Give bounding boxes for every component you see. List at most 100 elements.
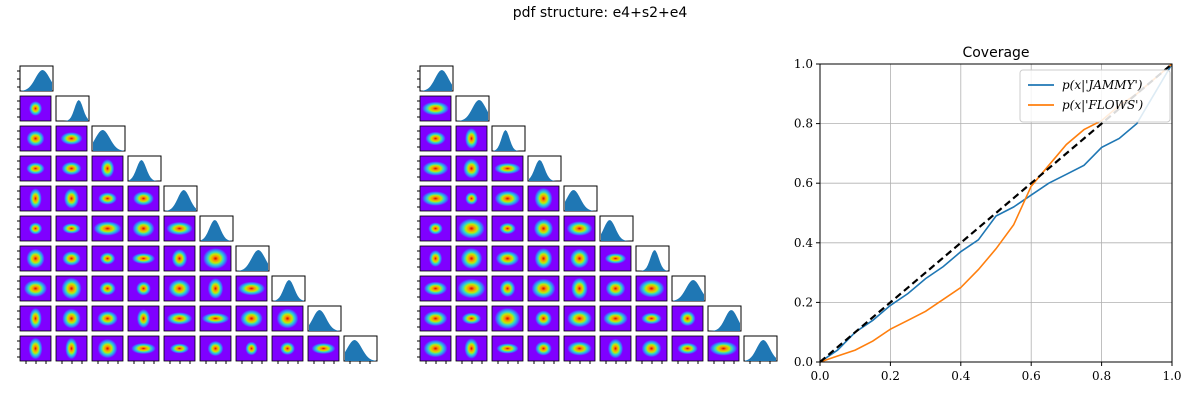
density-blob <box>237 281 266 296</box>
density-blob <box>495 250 520 267</box>
density-blob <box>499 280 516 297</box>
density-blob <box>465 192 478 205</box>
density-blob <box>166 221 193 236</box>
density-blob <box>458 218 485 239</box>
density-blob <box>60 132 83 145</box>
marginal-histogram <box>309 310 340 331</box>
marginal-histogram <box>21 70 52 91</box>
y-tick-label: 0.4 <box>794 236 813 250</box>
density-blob <box>531 278 556 299</box>
density-blob <box>26 130 45 147</box>
density-blob <box>607 338 624 359</box>
density-blob <box>423 339 448 358</box>
density-blob <box>423 310 448 327</box>
density-blob <box>99 252 116 265</box>
density-blob <box>61 277 82 300</box>
density-blob <box>99 281 116 296</box>
marginal-histogram <box>709 310 740 331</box>
marginal-histogram <box>601 220 632 241</box>
legend-box <box>1019 69 1171 123</box>
legend-label: p(x|'FLOWS') <box>1062 98 1143 112</box>
marginal-histogram <box>129 160 160 181</box>
density-blob <box>535 341 552 356</box>
density-blob <box>61 161 82 176</box>
density-blob <box>28 337 43 360</box>
density-blob <box>133 191 154 206</box>
density-panel <box>455 185 488 212</box>
density-blob <box>132 219 155 238</box>
density-blob <box>641 312 662 325</box>
density-blob <box>603 310 628 327</box>
x-tick-label: 0.2 <box>881 369 900 383</box>
x-tick-label: 0.6 <box>1022 369 1041 383</box>
marginal-histogram <box>745 340 776 361</box>
density-blob <box>570 248 589 269</box>
coverage-line-0 <box>819 63 1173 363</box>
density-blob <box>168 279 191 298</box>
x-tick-label: 0.4 <box>951 369 970 383</box>
plot-frame <box>819 63 1173 363</box>
density-blob <box>423 281 448 296</box>
density-blob <box>136 309 151 328</box>
marginal-histogram <box>673 280 704 301</box>
density-blob <box>604 253 627 264</box>
density-blob <box>311 342 336 355</box>
density-blob <box>169 343 190 354</box>
density-blob <box>461 312 482 325</box>
density-blob <box>28 222 43 235</box>
marginal-histogram <box>345 340 376 361</box>
density-blob <box>98 192 117 205</box>
density-blob <box>245 341 258 356</box>
density-panel <box>671 305 704 332</box>
density-blob <box>62 223 81 234</box>
marginal-histogram <box>421 70 452 91</box>
density-blob <box>534 187 553 210</box>
corner-plot-right <box>417 65 778 364</box>
density-blob <box>428 250 443 267</box>
density-blob <box>499 222 516 235</box>
density-blob <box>677 342 698 355</box>
density-blob <box>203 247 228 270</box>
density-blob <box>207 278 224 299</box>
density-blob <box>131 342 156 355</box>
marginal-histogram <box>93 130 124 151</box>
density-blob <box>605 280 626 297</box>
density-blob <box>494 307 521 330</box>
density-blob <box>425 131 446 146</box>
density-blob <box>28 101 43 116</box>
figure-suptitle: pdf structure: e4+s2+e4 <box>512 5 688 21</box>
coverage-plot: 0.0 0.2 0.4 0.6 0.8 1.0 0.0 0.2 0.4 0.6 0.8 1.0 Cove… <box>794 45 1182 383</box>
density-blob <box>29 188 42 209</box>
density-blob <box>97 310 118 327</box>
density-blob <box>638 279 665 298</box>
marginal-histogram <box>165 190 196 211</box>
density-blob <box>494 190 521 207</box>
density-blob <box>136 281 151 296</box>
density-blob <box>201 312 230 325</box>
density-blob <box>535 310 552 327</box>
coverage-title: Coverage <box>962 45 1029 61</box>
density-blob <box>62 251 81 266</box>
density-panel <box>91 245 124 272</box>
marginal-histogram <box>57 100 88 121</box>
y-tick-label: 0.0 <box>794 355 813 369</box>
density-blob <box>494 162 521 175</box>
density-blob <box>465 128 478 149</box>
density-blob <box>463 158 480 179</box>
density-blob <box>240 309 263 328</box>
density-blob <box>171 249 188 268</box>
y-tick-label: 1.0 <box>794 57 813 71</box>
density-blob <box>26 162 45 175</box>
density-blob <box>571 277 588 300</box>
x-tick-label: 1.0 <box>1162 369 1181 383</box>
density-blob <box>496 343 519 354</box>
density-blob <box>97 338 118 359</box>
density-blob <box>100 159 115 178</box>
marginal-histogram <box>565 190 596 211</box>
density-blob <box>65 337 78 360</box>
density-blob <box>566 221 593 236</box>
density-blob <box>93 221 122 236</box>
density-blob <box>534 248 553 269</box>
marginal-histogram <box>237 250 268 271</box>
